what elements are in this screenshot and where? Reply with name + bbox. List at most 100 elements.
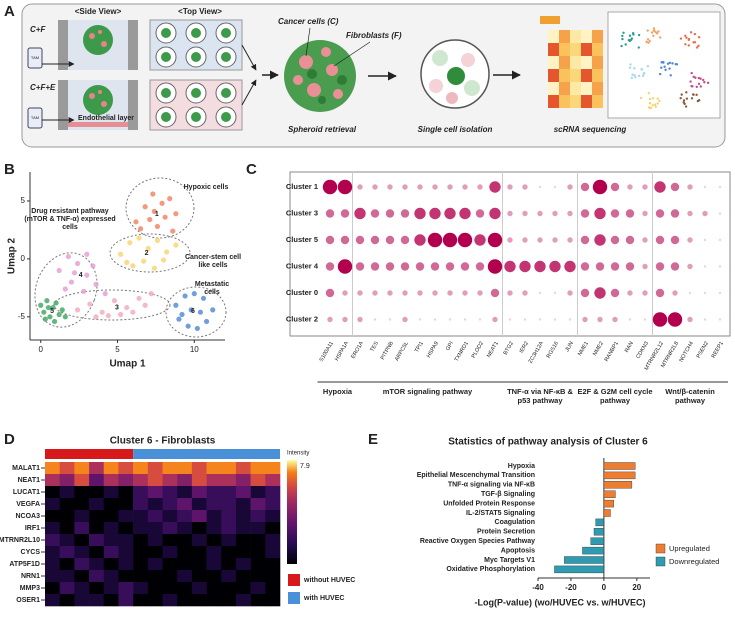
heat-cell bbox=[89, 558, 105, 571]
point bbox=[53, 300, 59, 306]
thumb-cell bbox=[581, 43, 592, 56]
dot bbox=[507, 237, 513, 243]
dot bbox=[325, 209, 335, 218]
point bbox=[154, 223, 161, 230]
heat-cell bbox=[74, 486, 90, 499]
colorbar bbox=[287, 460, 297, 564]
dot bbox=[610, 235, 620, 245]
point bbox=[159, 200, 165, 206]
dot bbox=[417, 184, 423, 190]
cancer-cells-label: Cancer cells (C) bbox=[278, 17, 339, 26]
gene-label: JUN bbox=[564, 341, 575, 353]
row-label: CYCS bbox=[21, 549, 41, 556]
gene-label: NEAT1 bbox=[486, 341, 500, 359]
thumb-dot bbox=[654, 105, 657, 108]
heat-cell bbox=[74, 558, 90, 571]
heat-cell bbox=[103, 546, 119, 559]
point bbox=[105, 313, 111, 319]
dot bbox=[372, 290, 378, 296]
y-axis-label: Umap 2 bbox=[7, 238, 18, 275]
thumb-dot bbox=[668, 61, 672, 65]
heat-cell bbox=[206, 486, 222, 499]
heat-cell bbox=[133, 474, 149, 487]
gene-label: ERO1A bbox=[350, 340, 365, 359]
thumb-dot bbox=[652, 27, 656, 30]
point bbox=[182, 293, 188, 299]
dot bbox=[457, 232, 473, 248]
dot bbox=[718, 185, 722, 189]
heat-cell bbox=[103, 570, 119, 583]
point bbox=[124, 304, 130, 311]
thumb-cell bbox=[570, 30, 581, 43]
dot bbox=[552, 237, 558, 243]
dot bbox=[718, 238, 722, 242]
thumb-dot bbox=[639, 96, 643, 100]
heat-cell bbox=[118, 462, 134, 475]
thumb-dot bbox=[703, 81, 706, 84]
heat-cell bbox=[89, 522, 105, 535]
dot bbox=[400, 209, 410, 218]
heat-cell bbox=[89, 546, 105, 559]
point bbox=[162, 214, 168, 220]
thumb-dot bbox=[684, 43, 687, 46]
dot bbox=[325, 262, 335, 271]
heat-cell bbox=[177, 522, 193, 535]
dot bbox=[538, 318, 542, 321]
heat-cell bbox=[162, 582, 178, 595]
point bbox=[90, 263, 96, 269]
point bbox=[133, 219, 139, 225]
dot bbox=[597, 316, 603, 323]
heat-cell bbox=[133, 510, 149, 523]
row-label: NEAT1 bbox=[18, 477, 41, 484]
bar bbox=[603, 509, 611, 517]
heat-cell bbox=[221, 570, 237, 583]
thumb-dot bbox=[695, 46, 699, 49]
thumb-dot bbox=[691, 85, 694, 88]
thumb-cell bbox=[570, 95, 581, 108]
dot bbox=[402, 184, 408, 190]
dot bbox=[357, 290, 363, 296]
dot bbox=[459, 207, 471, 220]
dot bbox=[340, 209, 350, 218]
heat-cell bbox=[133, 594, 149, 607]
row-label: MTRNR2L10 bbox=[0, 537, 40, 544]
heat-cell bbox=[250, 522, 266, 535]
heat-cell bbox=[265, 498, 281, 511]
row-label: LUCAT1 bbox=[13, 489, 40, 496]
dot bbox=[537, 210, 543, 217]
category-label: Epithelial Mescenchymal Transition bbox=[417, 472, 535, 479]
dot bbox=[522, 237, 528, 243]
dot bbox=[595, 262, 605, 271]
x-tick-label: 10 bbox=[190, 345, 199, 354]
heat-cell bbox=[147, 582, 163, 595]
heat-cell bbox=[118, 486, 134, 499]
annotation: Cancer-stem cell like cells bbox=[184, 254, 242, 269]
heat-cell bbox=[133, 522, 149, 535]
point bbox=[44, 298, 50, 304]
dot bbox=[522, 290, 528, 296]
dot bbox=[444, 207, 456, 220]
thumb-cell bbox=[548, 43, 559, 56]
dot bbox=[549, 260, 561, 273]
heat-cell bbox=[191, 474, 207, 487]
point bbox=[59, 307, 65, 313]
thumb-dot bbox=[630, 76, 633, 80]
thumb-cell bbox=[592, 30, 603, 43]
heat-cell bbox=[191, 558, 207, 571]
category-label: TGF-β Signaling bbox=[481, 491, 535, 498]
dot bbox=[628, 318, 632, 321]
x-tick-label: -40 bbox=[532, 583, 544, 592]
thumb-dot bbox=[679, 97, 682, 100]
dot bbox=[655, 288, 665, 298]
thumb-dot bbox=[648, 39, 651, 43]
heat-cell bbox=[45, 558, 60, 571]
dot bbox=[478, 318, 482, 321]
thumb-dot bbox=[690, 97, 694, 100]
thumb-dot bbox=[642, 71, 646, 75]
row-label: MMP3 bbox=[20, 585, 40, 592]
heat-cell bbox=[191, 582, 207, 595]
dot bbox=[355, 235, 365, 245]
heat-cell bbox=[206, 582, 222, 595]
category-label: Protein Secretion bbox=[477, 529, 535, 536]
dot bbox=[642, 210, 648, 217]
